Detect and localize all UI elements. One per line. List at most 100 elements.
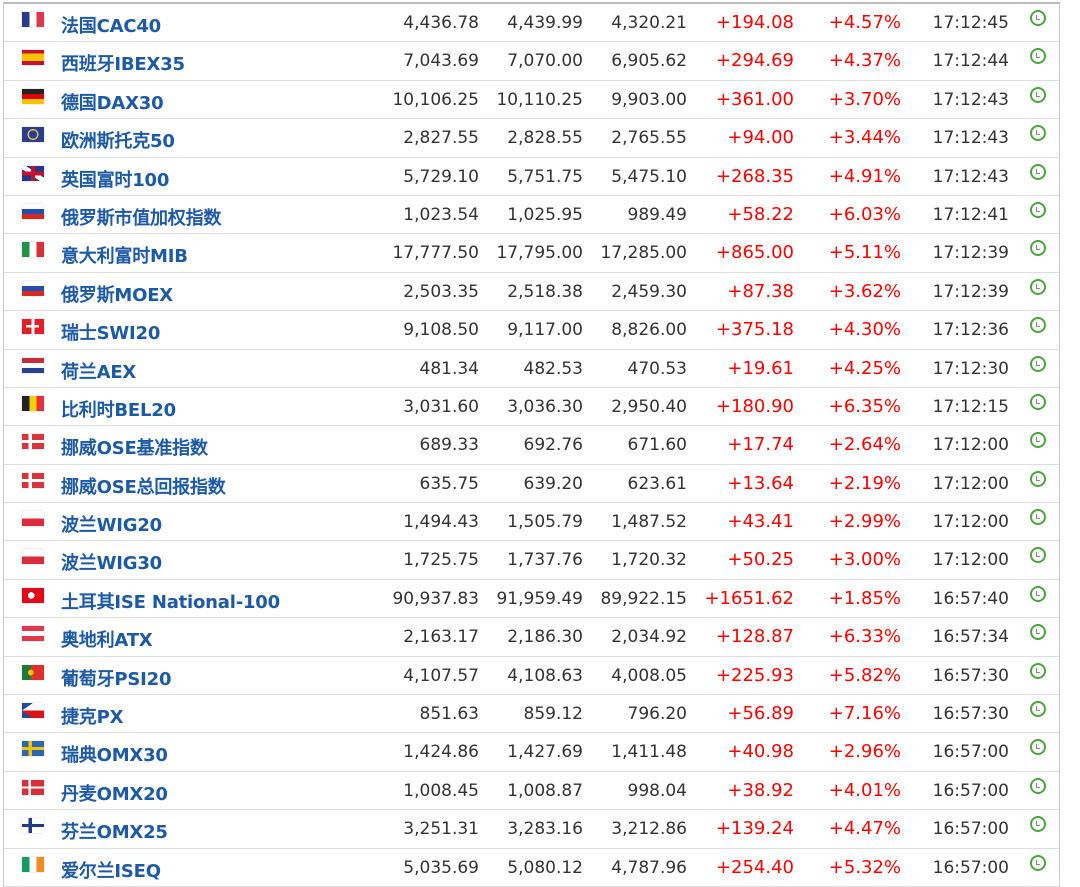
table-row: 法国CAC40 4,436.78 4,439.99 4,320.21 +194.08 +4… (4, 4, 1059, 43)
table-row: 瑞典OMX30 1,424.86 1,427.69 1,411.48 +40.98 +2.… (4, 733, 1059, 772)
low-price: 1,487.52 (611, 512, 687, 533)
change-percent: +3.00% (828, 549, 901, 571)
index-name-link[interactable]: 土耳其ISE National-100 (61, 591, 280, 613)
flag-pt-icon (22, 664, 44, 680)
last-price: 5,035.69 (403, 857, 479, 878)
change-percent: +1.85% (828, 587, 901, 609)
index-name-link[interactable]: 捷克PX (61, 707, 124, 729)
change-value: +58.22 (727, 203, 794, 225)
index-name-link[interactable]: 荷兰AEX (61, 361, 137, 383)
low-price: 671.60 (627, 435, 687, 456)
clock-icon[interactable] (1030, 317, 1046, 334)
flag-fi-icon (22, 818, 44, 834)
index-name-link[interactable]: 西班牙IBEX35 (61, 54, 185, 76)
index-name-link[interactable]: 奥地利ATX (61, 630, 153, 652)
flag-gb-icon (22, 165, 44, 181)
clock-icon[interactable] (1030, 547, 1046, 564)
change-percent: +6.03% (828, 203, 901, 225)
clock-icon[interactable] (1030, 509, 1046, 526)
index-name-link[interactable]: 芬兰OMX25 (61, 822, 168, 844)
clock-icon[interactable] (1030, 662, 1046, 679)
indices-table: 法国CAC40 4,436.78 4,439.99 4,320.21 +194.08 +4… (3, 2, 1060, 887)
clock-icon[interactable] (1030, 125, 1046, 142)
clock-icon[interactable] (1030, 10, 1046, 26)
clock-icon[interactable] (1030, 432, 1046, 449)
update-time: 16:57:00 (932, 857, 1009, 878)
high-price: 2,828.55 (507, 128, 583, 149)
update-time: 17:12:15 (932, 396, 1009, 417)
update-time: 16:57:00 (932, 819, 1009, 840)
clock-icon[interactable] (1030, 739, 1046, 756)
clock-icon[interactable] (1030, 585, 1046, 602)
last-price: 2,163.17 (403, 627, 479, 648)
table-row: 意大利富时MIB 17,777.50 17,795.00 17,285.00 +865.… (4, 234, 1059, 273)
change-value: +50.25 (727, 549, 794, 571)
low-price: 2,459.30 (611, 281, 687, 302)
low-price: 2,034.92 (611, 627, 687, 648)
last-price: 635.75 (419, 473, 479, 494)
change-value: +128.87 (715, 626, 794, 648)
index-name-link[interactable]: 英国富时100 (61, 169, 170, 191)
change-value: +294.69 (715, 50, 794, 72)
low-price: 4,008.05 (611, 665, 687, 686)
index-name-link[interactable]: 瑞士SWI20 (61, 323, 161, 345)
high-price: 17,795.00 (496, 243, 583, 264)
index-name-link[interactable]: 挪威OSE基准指数 (61, 438, 208, 460)
index-name-link[interactable]: 爱尔兰ISEQ (61, 860, 161, 882)
index-name-link[interactable]: 俄罗斯MOEX (61, 284, 173, 306)
change-percent: +5.82% (828, 664, 901, 686)
high-price: 859.12 (523, 704, 583, 725)
low-price: 4,787.96 (611, 857, 687, 878)
flag-ru-icon (22, 203, 44, 219)
last-price: 2,827.55 (403, 128, 479, 149)
clock-icon[interactable] (1030, 470, 1046, 487)
flag-cz-icon (22, 703, 44, 719)
index-name-link[interactable]: 波兰WIG30 (61, 553, 162, 575)
index-name-link[interactable]: 俄罗斯市值加权指数 (61, 207, 222, 229)
update-time: 17:12:41 (932, 204, 1009, 225)
clock-icon[interactable] (1030, 854, 1046, 871)
index-name-link[interactable]: 意大利富时MIB (61, 246, 188, 268)
clock-icon[interactable] (1030, 86, 1046, 103)
clock-icon[interactable] (1030, 355, 1046, 372)
table-row: 瑞士SWI20 9,108.50 9,117.00 8,826.00 +375.18 +4… (4, 311, 1059, 350)
flag-dk-icon (22, 779, 44, 795)
index-name-link[interactable]: 挪威OSE总回报指数 (61, 476, 226, 498)
clock-icon[interactable] (1030, 201, 1046, 218)
update-time: 16:57:40 (932, 588, 1009, 609)
last-price: 3,251.31 (403, 819, 479, 840)
clock-icon[interactable] (1030, 163, 1046, 180)
clock-icon[interactable] (1030, 701, 1046, 718)
low-price: 9,903.00 (611, 89, 687, 110)
index-name-link[interactable]: 瑞典OMX30 (61, 745, 168, 767)
index-name-link[interactable]: 欧洲斯托克50 (61, 131, 175, 153)
index-name-link[interactable]: 丹麦OMX20 (61, 783, 168, 805)
clock-icon[interactable] (1030, 777, 1046, 794)
clock-icon[interactable] (1030, 278, 1046, 295)
clock-icon[interactable] (1030, 48, 1046, 65)
high-price: 1,505.79 (507, 512, 583, 533)
update-time: 17:12:44 (932, 51, 1009, 72)
change-value: +139.24 (715, 818, 794, 840)
last-price: 689.33 (419, 435, 479, 456)
flag-pl-icon (22, 511, 44, 527)
clock-icon[interactable] (1030, 240, 1046, 257)
update-time: 16:57:00 (932, 780, 1009, 801)
flag-ch-icon (22, 319, 44, 335)
last-price: 481.34 (419, 358, 479, 379)
low-price: 998.04 (627, 780, 687, 801)
table-row: 西班牙IBEX35 7,043.69 7,070.00 6,905.62 +294.69… (4, 42, 1059, 81)
low-price: 6,905.62 (611, 51, 687, 72)
clock-icon[interactable] (1030, 816, 1046, 833)
high-price: 482.53 (523, 358, 583, 379)
index-name-link[interactable]: 法国CAC40 (61, 16, 161, 37)
clock-icon[interactable] (1030, 393, 1046, 410)
change-value: +87.38 (727, 280, 794, 302)
index-name-link[interactable]: 比利时BEL20 (61, 399, 176, 421)
clock-icon[interactable] (1030, 624, 1046, 641)
change-percent: +2.96% (828, 741, 901, 763)
index-name-link[interactable]: 葡萄牙PSI20 (61, 668, 172, 690)
index-name-link[interactable]: 波兰WIG20 (61, 515, 162, 537)
index-name-link[interactable]: 德国DAX30 (61, 92, 164, 114)
update-time: 17:12:39 (932, 243, 1009, 264)
